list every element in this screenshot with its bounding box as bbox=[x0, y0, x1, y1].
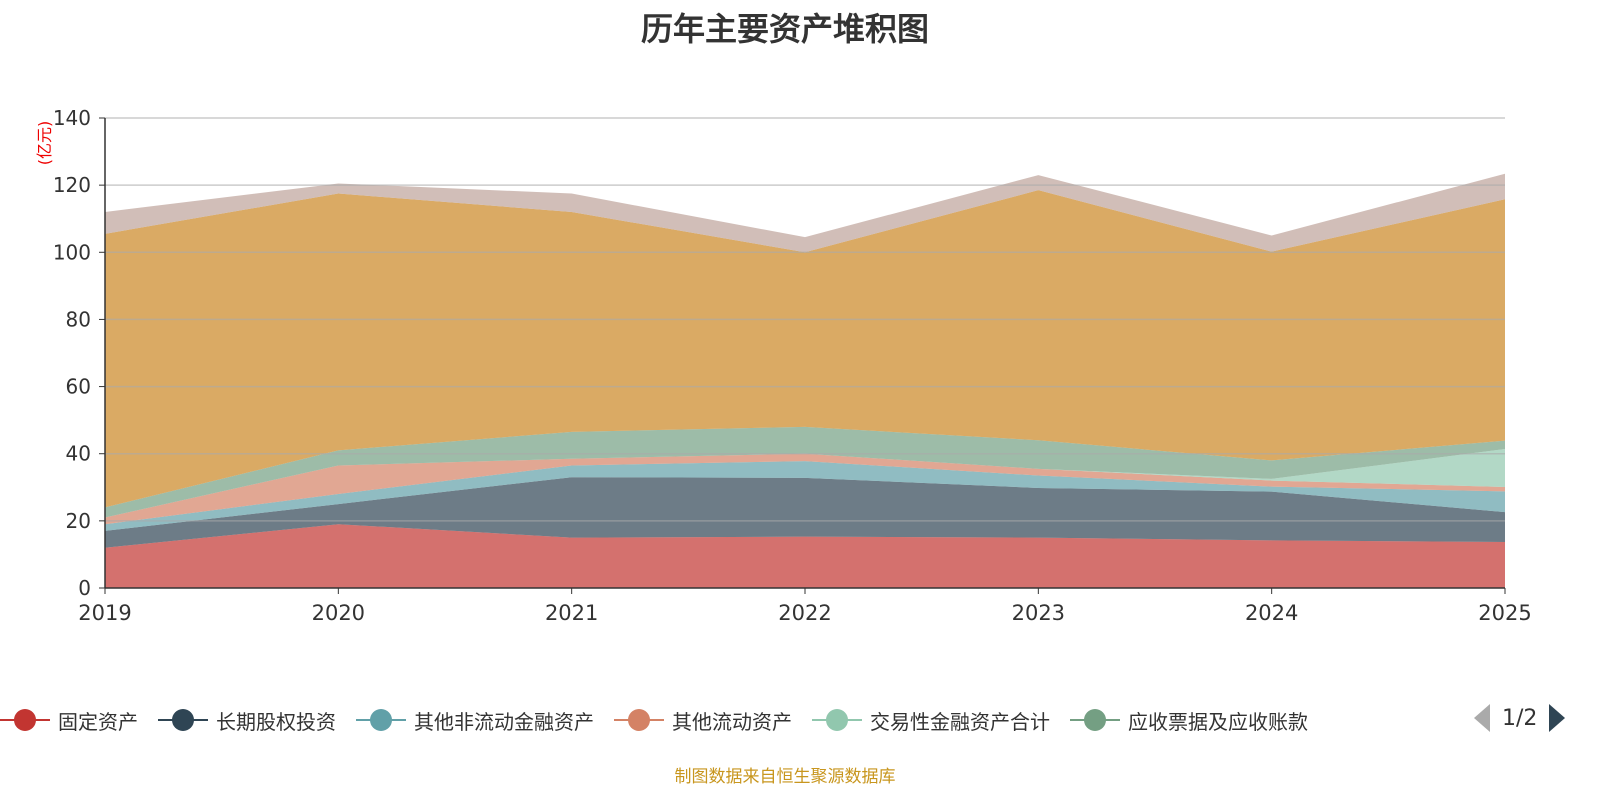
area-series-7 bbox=[105, 173, 1505, 253]
legend-item[interactable]: 交易性金融资产合计 bbox=[812, 706, 1050, 735]
legend-item[interactable]: 长期股权投资 bbox=[158, 706, 336, 735]
legend-item[interactable]: 固定资产 bbox=[0, 706, 138, 735]
legend-marker-icon bbox=[1070, 708, 1120, 732]
x-tick-label: 2023 bbox=[1012, 601, 1065, 625]
legend-marker-icon bbox=[356, 708, 406, 732]
legend-label: 固定资产 bbox=[58, 709, 138, 734]
legend-label: 其他流动资产 bbox=[672, 709, 792, 734]
legend-marker-icon bbox=[812, 708, 862, 732]
chart-title: 历年主要资产堆积图 bbox=[640, 10, 929, 48]
y-tick-label: 0 bbox=[78, 576, 91, 600]
legend-item[interactable]: 其他流动资产 bbox=[614, 706, 792, 735]
data-source-note: 制图数据来自恒生聚源数据库 bbox=[674, 767, 896, 787]
y-tick-label: 40 bbox=[66, 442, 91, 466]
legend: 固定资产 长期股权投资 其他非流动金融资产 其他流动资产 交易性金融资产合计 应收票据及应… bbox=[0, 704, 1470, 736]
y-tick-label: 100 bbox=[53, 240, 91, 264]
legend-label: 交易性金融资产合计 bbox=[870, 709, 1050, 734]
area-series-1 bbox=[105, 477, 1505, 548]
legend-marker-icon bbox=[0, 708, 50, 732]
y-tick-label: 20 bbox=[66, 509, 91, 533]
x-tick-label: 2025 bbox=[1478, 601, 1531, 625]
legend-item[interactable]: 应收票据及应收账款 bbox=[1070, 706, 1308, 735]
area-series-6 bbox=[105, 190, 1505, 508]
legend-marker-icon bbox=[158, 708, 208, 732]
legend-page-indicator: 1/2 bbox=[1502, 705, 1538, 731]
area-series-3 bbox=[105, 453, 1505, 525]
y-tick-label: 140 bbox=[53, 106, 91, 130]
area-series-5 bbox=[105, 426, 1505, 518]
x-tick-label: 2024 bbox=[1245, 601, 1298, 625]
x-tick-label: 2019 bbox=[78, 601, 131, 625]
legend-label: 应收票据及应收账款 bbox=[1128, 709, 1308, 734]
legend-pager: 1/2 bbox=[1474, 704, 1566, 732]
legend-next-page-icon[interactable] bbox=[1549, 704, 1566, 732]
y-tick-label: 80 bbox=[66, 307, 91, 331]
y-tick-label: 60 bbox=[66, 375, 91, 399]
x-tick-label: 2020 bbox=[312, 601, 365, 625]
legend-marker-icon bbox=[614, 708, 664, 732]
x-tick-label: 2022 bbox=[778, 601, 831, 625]
area-series-2 bbox=[105, 461, 1505, 531]
y-axis-unit-label: (亿元) bbox=[35, 121, 54, 166]
x-tick-label: 2021 bbox=[545, 601, 598, 625]
legend-label: 其他非流动金融资产 bbox=[414, 709, 594, 734]
legend-item[interactable]: 其他非流动金融资产 bbox=[356, 706, 594, 735]
legend-prev-page-icon[interactable] bbox=[1474, 704, 1490, 732]
legend-label: 长期股权投资 bbox=[216, 709, 336, 734]
area-series-0 bbox=[105, 524, 1505, 588]
y-tick-label: 120 bbox=[53, 173, 91, 197]
